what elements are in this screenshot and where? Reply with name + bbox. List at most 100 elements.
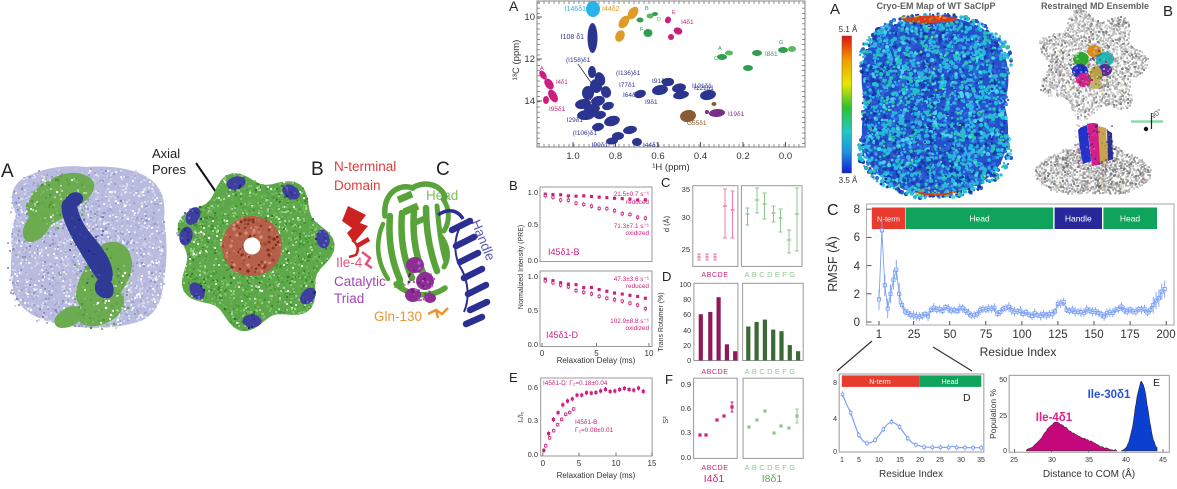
svg-text:d (Å): d (Å) [662, 215, 671, 232]
svg-text:I45δ1-B: I45δ1-B [548, 247, 580, 257]
svg-text:Head: Head [969, 214, 990, 224]
svg-text:Relaxation Delay (ms): Relaxation Delay (ms) [557, 471, 636, 480]
svg-text:I108 δ1: I108 δ1 [561, 34, 584, 41]
svg-text:0.0: 0.0 [681, 453, 691, 462]
svg-text:I8δ1: I8δ1 [765, 51, 778, 58]
svg-text:0: 0 [854, 317, 860, 329]
svg-text:E: E [672, 10, 676, 16]
svg-text:0.0: 0.0 [779, 151, 792, 162]
svg-text:Population %: Population % [988, 389, 998, 440]
svg-text:(I158)δ1: (I158)δ1 [566, 57, 591, 64]
svg-text:60: 60 [683, 312, 691, 319]
svg-text:10: 10 [645, 349, 654, 358]
svg-text:Cryo-EM Map of WT SaClpP: Cryo-EM Map of WT SaClpP [877, 1, 996, 11]
svg-text:E: E [1153, 377, 1160, 389]
svg-text:I8δ1: I8δ1 [762, 473, 783, 484]
svg-text:0.5: 0.5 [528, 220, 538, 229]
svg-text:I121δ1: I121δ1 [692, 83, 712, 90]
svg-text:25: 25 [999, 413, 1007, 420]
svg-text:10: 10 [612, 459, 621, 468]
svg-text:47.3±3.6 s⁻¹: 47.3±3.6 s⁻¹ [614, 276, 649, 283]
svg-text:30: 30 [957, 457, 965, 464]
svg-text:0.6: 0.6 [528, 383, 538, 392]
svg-text:4: 4 [854, 261, 861, 273]
svg-text:C: C [661, 175, 670, 190]
svg-text:G: G [779, 40, 783, 46]
svg-text:71.3±7.1 s⁻¹: 71.3±7.1 s⁻¹ [614, 223, 649, 230]
svg-text:0.4: 0.4 [694, 151, 707, 162]
svg-text:40: 40 [683, 328, 691, 335]
svg-text:0.5: 0.5 [528, 306, 538, 315]
svg-text:C: C [436, 159, 450, 180]
svg-text:Residue Index: Residue Index [879, 469, 943, 480]
svg-text:I121δ1: I121δ1 [694, 85, 714, 92]
svg-text:ABCDEFG: ABCDEFG [744, 463, 797, 472]
svg-text:175: 175 [1120, 329, 1139, 341]
svg-text:B: B [509, 178, 518, 193]
svg-text:150: 150 [1084, 329, 1103, 341]
svg-text:Handle: Handle [1065, 214, 1092, 224]
svg-text:10: 10 [524, 12, 535, 23]
svg-text:A: A [718, 46, 722, 52]
svg-text:Triad: Triad [334, 291, 364, 306]
svg-text:0.6: 0.6 [681, 404, 691, 413]
svg-text:Head: Head [1120, 214, 1141, 224]
svg-text:I45δ1-D: Γ₂=0.18±0.04: I45δ1-D: Γ₂=0.18±0.04 [543, 380, 608, 387]
svg-text:C: C [827, 202, 839, 219]
svg-text:I45δ1-B: I45δ1-B [575, 419, 597, 426]
svg-text:N-terminal: N-terminal [334, 159, 396, 174]
svg-text:0.0: 0.0 [528, 256, 538, 265]
svg-text:reduced: reduced [626, 199, 650, 206]
svg-text:I64δ1: I64δ1 [623, 92, 640, 99]
svg-text:(I136)δ1: (I136)δ1 [616, 70, 641, 77]
svg-text:125: 125 [1048, 329, 1067, 341]
svg-text:20: 20 [683, 343, 691, 350]
svg-text:I4δ1: I4δ1 [704, 473, 725, 484]
svg-text:25: 25 [682, 245, 690, 254]
svg-text:I4δ1: I4δ1 [556, 80, 568, 86]
svg-text:25: 25 [936, 457, 944, 464]
svg-text:¹³C (ppm): ¹³C (ppm) [511, 40, 522, 81]
svg-text:21.5±0.7 s⁻¹: 21.5±0.7 s⁻¹ [614, 191, 649, 198]
svg-text:30: 30 [1048, 457, 1056, 464]
svg-text:D: D [657, 17, 661, 23]
svg-text:ABCDE: ABCDE [701, 272, 728, 279]
svg-text:1.0: 1.0 [528, 272, 538, 281]
svg-text:A: A [830, 1, 840, 18]
svg-text:100: 100 [1012, 329, 1031, 341]
svg-text:1: 1 [840, 457, 844, 464]
svg-text:1.0: 1.0 [566, 151, 579, 162]
svg-text:RMSF (Å): RMSF (Å) [825, 236, 840, 292]
svg-text:50: 50 [944, 329, 957, 341]
svg-text:B: B [311, 159, 324, 180]
svg-text:Ile-4δ1: Ile-4δ1 [1036, 412, 1073, 424]
svg-text:Normalized Intensity (PRE): Normalized Intensity (PRE) [518, 225, 525, 309]
svg-text:I4δ1: I4δ1 [681, 19, 694, 26]
svg-text:2: 2 [854, 289, 860, 301]
svg-text:35: 35 [1085, 457, 1093, 464]
svg-text:0.8: 0.8 [609, 151, 622, 162]
svg-text:F: F [640, 27, 644, 33]
svg-text:25: 25 [908, 329, 921, 341]
svg-text:0: 0 [540, 349, 545, 358]
svg-text:I44δ1: I44δ1 [643, 142, 660, 149]
svg-text:Residue Index: Residue Index [980, 345, 1057, 359]
svg-text:I45δ1-D: I45δ1-D [546, 330, 579, 340]
svg-text:A: A [1, 161, 14, 182]
svg-text:Ile-4: Ile-4 [336, 255, 363, 270]
svg-text:20: 20 [916, 457, 924, 464]
svg-text:F: F [665, 372, 673, 387]
svg-text:Iₛ/I₀: Iₛ/I₀ [518, 411, 525, 422]
svg-text:D: D [662, 269, 671, 284]
svg-text:ABCDEFG: ABCDEFG [744, 270, 797, 279]
svg-text:Distance to COM (Å): Distance to COM (Å) [1043, 467, 1135, 480]
svg-text:G55δ1: G55δ1 [687, 120, 707, 127]
svg-text:I19δ1: I19δ1 [728, 111, 745, 118]
svg-text:E: E [509, 370, 518, 385]
svg-text:Pores: Pores [152, 162, 186, 177]
svg-text:oxidized: oxidized [626, 230, 650, 237]
svg-text:0: 0 [687, 358, 691, 365]
svg-text:102.9±8.8 s⁻¹: 102.9±8.8 s⁻¹ [610, 318, 649, 325]
svg-text:N-term: N-term [869, 379, 891, 386]
svg-text:¹H (ppm): ¹H (ppm) [652, 162, 689, 173]
